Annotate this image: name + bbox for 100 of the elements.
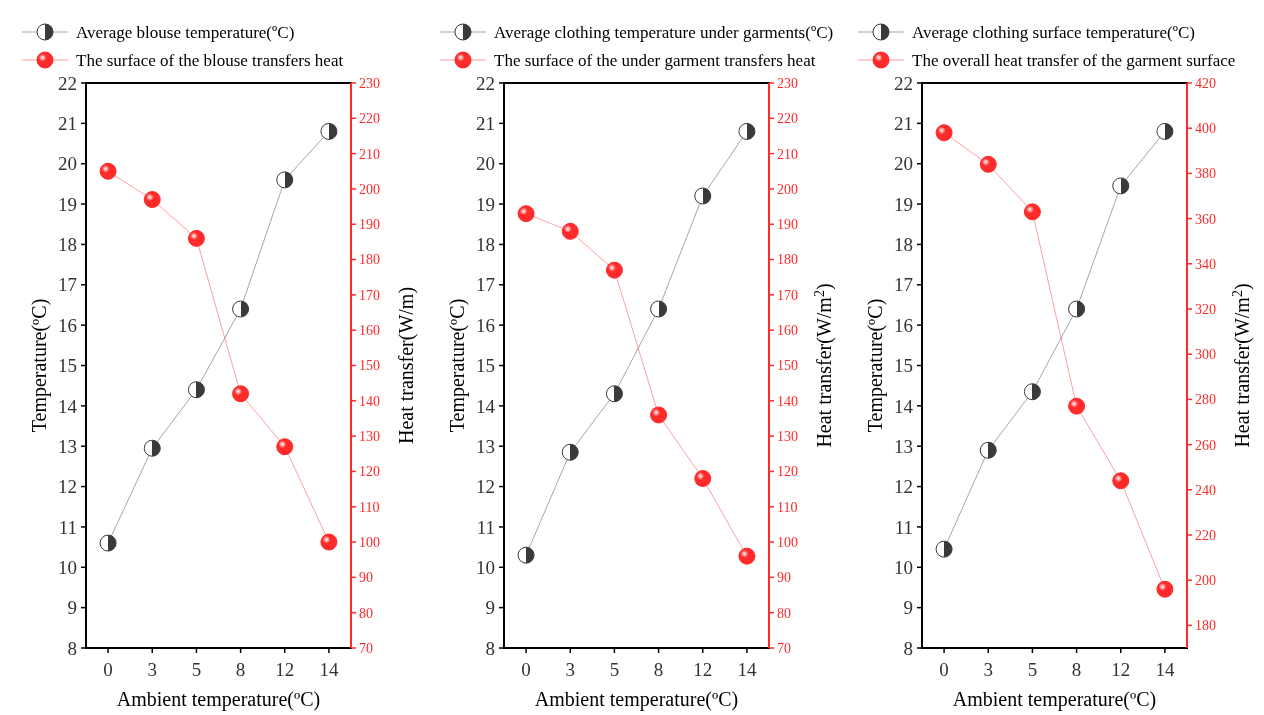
y2-tick-label: 150 [777,358,798,374]
y2-tick-label: 100 [777,534,798,550]
y-tick-label: 19 [476,193,495,215]
y-tick-label: 21 [476,113,495,135]
point [1112,177,1130,195]
point [935,540,953,558]
point [1112,472,1130,490]
y2-tick-label: 170 [777,287,798,303]
y-tick-label: 11 [894,516,913,538]
y-tick-label: 17 [894,274,913,296]
point [1156,580,1174,598]
x-tick-label: 3 [147,659,157,680]
point [320,122,338,140]
y-tick-label: 16 [894,314,913,336]
point [1068,300,1086,318]
y-tick-label: 19 [894,193,913,215]
y2-tick-label: 160 [777,323,798,339]
y2-tick-label: 280 [1195,392,1216,408]
point [143,191,161,209]
y2-tick-label: 110 [359,499,380,515]
y2-tick-label: 180 [1195,618,1216,634]
point [694,470,712,487]
y-tick-label: 9 [67,597,77,619]
y-tick-label: 14 [894,395,914,417]
y2-tick-label: 160 [359,323,380,339]
y2-tick-label: 120 [359,464,380,480]
point [276,438,294,456]
x-axis-title: Ambient temperature(ºC) [534,688,739,711]
point [517,205,535,223]
y-tick-label: 15 [894,355,913,377]
y2-tick-label: 170 [359,287,380,303]
y2-tick-label: 230 [359,75,380,91]
y-tick-label: 12 [476,476,495,498]
point [738,547,756,565]
y-tick-label: 22 [58,72,77,94]
y-tick-label: 19 [58,193,77,215]
y-tick-label: 8 [67,637,77,659]
y2-tick-label: 340 [1195,256,1216,272]
y2-tick-label: 200 [1195,573,1216,589]
point [979,155,997,173]
y2-tick-label: 220 [1195,527,1216,543]
point [187,381,205,399]
y2-tick-label: 260 [1195,437,1216,453]
point [650,300,668,318]
point [605,385,623,403]
legend-label: Average clothing temperature under garments(ºC) [494,22,834,42]
legend-label: Average clothing surface temperature(ºC) [912,22,1195,42]
y-tick-label: 20 [58,153,77,175]
point [232,300,250,318]
y2-tick-label: 180 [777,252,798,268]
point [517,546,535,564]
legend-label: The surface of the under garment transfers heat [494,50,816,70]
legend-label: The surface of the blouse transfers heat [76,50,344,70]
y-tick-label: 22 [476,72,495,94]
y-tick-label: 21 [894,113,913,135]
y2-tick-label: 420 [1195,75,1216,91]
x-tick-label: 0 [521,659,531,680]
x-tick-label: 0 [939,659,949,680]
y2-axis-title: Heat transfer(W/m) [395,286,418,445]
y-tick-label: 13 [894,435,913,457]
y-tick-label: 17 [476,274,495,296]
point [1023,383,1041,401]
y-tick-label: 10 [894,556,913,578]
y2-tick-label: 320 [1195,301,1216,317]
y2-tick-label: 150 [359,358,380,374]
y2-tick-label: 140 [777,393,798,409]
y-tick-label: 16 [476,314,495,336]
point [232,385,250,403]
y-tick-label: 9 [903,597,913,619]
point [650,406,668,424]
y-tick-label: 21 [58,113,77,135]
point [694,187,712,205]
y2-tick-label: 140 [359,393,380,409]
y-tick-label: 12 [894,476,913,498]
y2-tick-label: 210 [359,146,380,162]
x-axis-title: Ambient temperature(ºC) [952,688,1157,711]
x-tick-label: 3 [565,659,575,680]
x-tick-label: 14 [737,659,757,680]
point [605,261,623,279]
y2-tick-label: 190 [777,217,798,233]
y2-tick-label: 220 [359,111,380,127]
point [935,124,953,142]
x-tick-label: 14 [1155,659,1175,680]
point [320,533,338,551]
x-axis-title: Ambient temperature(ºC) [116,688,321,711]
point [561,222,579,240]
y-axis-title: Temperature(ºC) [446,298,469,433]
y-tick-label: 20 [894,153,913,175]
y2-tick-label: 190 [359,217,380,233]
y2-tick-label: 220 [777,111,798,127]
y-tick-label: 14 [476,395,496,417]
y-tick-label: 15 [476,355,495,377]
x-tick-label: 8 [653,659,664,680]
y-tick-label: 9 [485,597,495,619]
y2-tick-label: 200 [359,181,380,197]
y-tick-label: 11 [476,516,495,538]
y-tick-label: 18 [476,234,495,256]
y2-tick-label: 200 [777,181,798,197]
x-tick-label: 5 [609,659,620,680]
y-tick-label: 18 [58,234,77,256]
